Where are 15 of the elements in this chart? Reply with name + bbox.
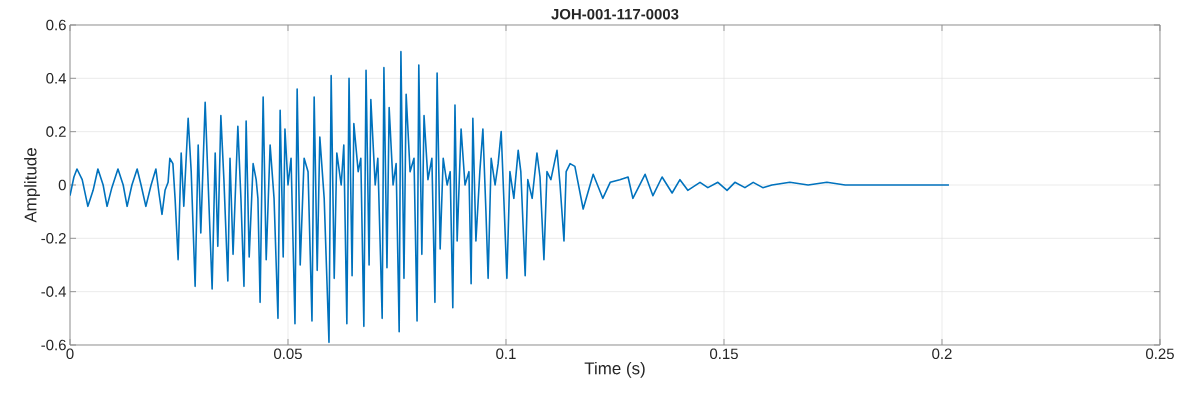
y-tick-label: 0.6 bbox=[46, 19, 66, 31]
y-tick-label: -0.6 bbox=[41, 339, 66, 351]
y-tick-label: -0.2 bbox=[41, 233, 66, 244]
x-tick-label: 0.25 bbox=[1146, 348, 1174, 360]
x-axis-title: Time (s) bbox=[584, 361, 645, 378]
y-tick-label: 0 bbox=[58, 179, 66, 191]
y-axis-title: Amplitude bbox=[24, 148, 40, 223]
x-tick-label: 0.05 bbox=[274, 348, 302, 360]
y-tick-label: 0.4 bbox=[46, 73, 67, 84]
y-tick-label: 0.2 bbox=[46, 126, 66, 137]
x-tick-label: 0.15 bbox=[710, 348, 738, 360]
y-tick-label: -0.4 bbox=[41, 286, 67, 297]
chart-title: JOH-001-117-0003 bbox=[551, 8, 679, 20]
x-tick-label: 0.2 bbox=[932, 348, 952, 360]
x-tick-label: 0.1 bbox=[496, 348, 516, 360]
